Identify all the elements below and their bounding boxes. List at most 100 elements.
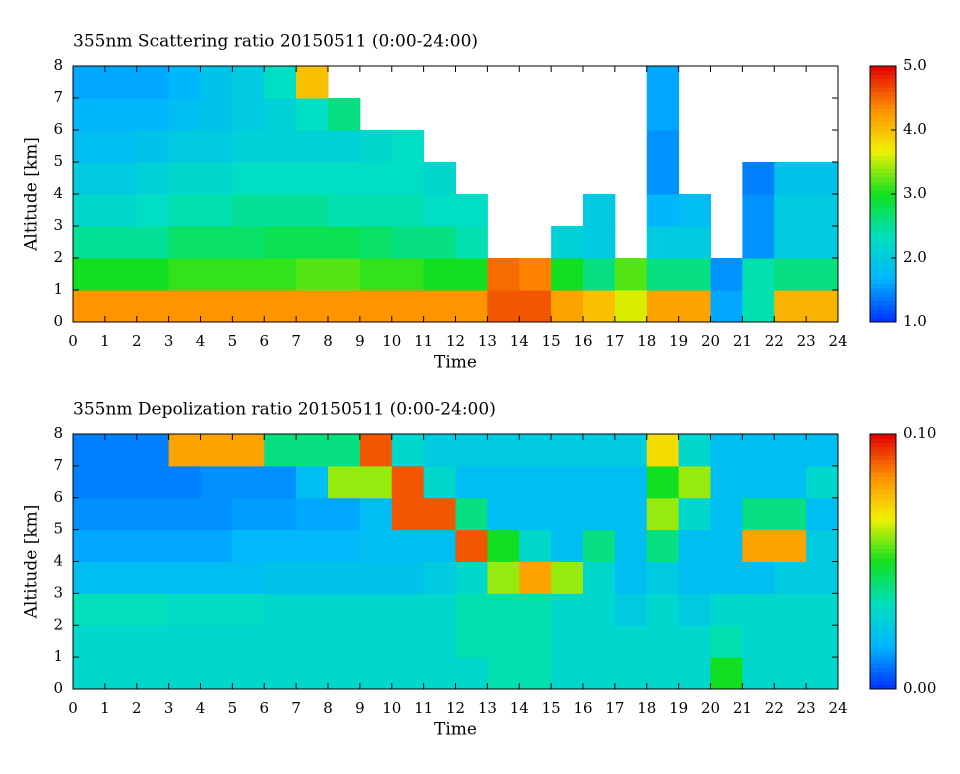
- heat-cell: [104, 130, 138, 163]
- colorbar-segment: [870, 240, 896, 246]
- heat-cell: [551, 258, 584, 291]
- heat-cell: [583, 194, 616, 227]
- heat-cell: [519, 497, 552, 531]
- heat-cell: [646, 593, 680, 626]
- colorbar-segment: [870, 561, 896, 567]
- colorbar-segment: [870, 159, 896, 165]
- heat-cell: [614, 529, 648, 562]
- heat-cell: [232, 465, 265, 499]
- colorbar-segment: [870, 142, 896, 148]
- heat-cell: [104, 258, 138, 291]
- colorbar-segment: [870, 621, 896, 626]
- heat-cell: [391, 194, 425, 227]
- colorbar-segment: [870, 625, 896, 630]
- y-tick-label: 1: [53, 647, 63, 665]
- x-tick-label: 16: [573, 332, 592, 350]
- heat-cell: [296, 465, 329, 499]
- colorbar-segment: [870, 442, 896, 448]
- heat-cell: [391, 130, 425, 163]
- heat-cell: [614, 625, 648, 658]
- x-tick-label: 20: [701, 699, 720, 717]
- colorbar-segment: [870, 655, 896, 660]
- x-tick-label: 13: [478, 699, 497, 717]
- heat-cell: [232, 290, 265, 323]
- y-tick-label: 8: [53, 424, 63, 442]
- colorbar-segment: [870, 553, 896, 558]
- y-tick-label: 1: [53, 280, 63, 298]
- heat-cell: [232, 529, 265, 562]
- heat-cell: [646, 497, 680, 531]
- colorbar-segment: [870, 211, 896, 216]
- colorbar-segment: [870, 548, 896, 554]
- colorbar-segment: [870, 74, 896, 80]
- heat-cell: [678, 465, 711, 499]
- heat-cell: [423, 561, 456, 594]
- colorbar-segment: [870, 587, 896, 592]
- heat-cell: [359, 625, 393, 658]
- heat-cell: [614, 465, 648, 499]
- heat-cell: [614, 593, 648, 626]
- colorbar-segment: [870, 95, 896, 101]
- colorbar-tick-label: 4.0: [903, 120, 927, 138]
- x-tick-label: 21: [733, 699, 752, 717]
- heat-cell: [168, 625, 201, 658]
- heat-cell: [614, 561, 648, 594]
- x-tick-label: 14: [510, 332, 529, 350]
- colorbar-segment: [870, 438, 896, 443]
- heat-cell: [232, 593, 265, 626]
- colorbar-segment: [870, 309, 896, 314]
- colorbar-segment: [870, 87, 896, 93]
- colorbar-segment: [870, 78, 896, 84]
- heat-cell: [391, 226, 425, 259]
- heat-cell: [73, 625, 106, 658]
- heat-cell: [519, 529, 552, 562]
- colorbar-segment: [870, 514, 896, 520]
- heat-cell: [168, 98, 201, 131]
- heat-cell: [806, 162, 839, 195]
- colorbar-segment: [870, 266, 896, 272]
- y-tick-label: 2: [53, 615, 63, 633]
- heat-cell: [328, 194, 361, 227]
- y-tick-label: 6: [53, 488, 63, 506]
- heat-cell: [168, 66, 201, 99]
- colorbar-segment: [870, 616, 896, 622]
- colorbar-segment: [870, 667, 896, 673]
- heat-cell: [391, 593, 425, 626]
- heat-cell: [487, 434, 520, 467]
- heat-cell: [296, 497, 329, 531]
- heat-cell: [73, 465, 106, 499]
- heat-cell: [742, 290, 775, 323]
- heat-cell: [583, 657, 616, 690]
- heat-cell: [200, 258, 233, 291]
- heat-cell: [232, 226, 265, 259]
- x-tick-label: 9: [355, 332, 365, 350]
- heat-cell: [646, 625, 680, 658]
- heat-cell: [168, 258, 201, 291]
- colorbar-segment: [870, 582, 896, 588]
- heat-cell: [328, 497, 361, 531]
- colorbar-segment: [870, 629, 896, 635]
- colorbar-segment: [870, 497, 896, 503]
- heat-cell: [328, 98, 361, 131]
- colorbar-tick-label: 1.0: [903, 312, 927, 330]
- heat-cell: [519, 593, 552, 626]
- x-tick-label: 11: [414, 699, 433, 717]
- heat-cell: [583, 529, 616, 562]
- x-tick-label: 10: [382, 332, 401, 350]
- heat-cell: [359, 226, 393, 259]
- heat-cell: [551, 657, 584, 690]
- colorbar-segment: [870, 455, 896, 460]
- heat-cell: [774, 657, 807, 690]
- y-tick-label: 7: [53, 456, 63, 474]
- x-tick-label: 17: [605, 332, 624, 350]
- heat-cell: [551, 290, 584, 323]
- heat-cell: [774, 290, 807, 323]
- x-tick-label: 15: [542, 332, 561, 350]
- x-tick-label: 5: [228, 699, 238, 717]
- heat-cell: [646, 194, 680, 227]
- x-tick-label: 19: [669, 332, 688, 350]
- x-tick-label: 4: [196, 332, 206, 350]
- heat-cell: [328, 226, 361, 259]
- x-tick-label: 22: [765, 332, 784, 350]
- heat-cell: [774, 434, 807, 467]
